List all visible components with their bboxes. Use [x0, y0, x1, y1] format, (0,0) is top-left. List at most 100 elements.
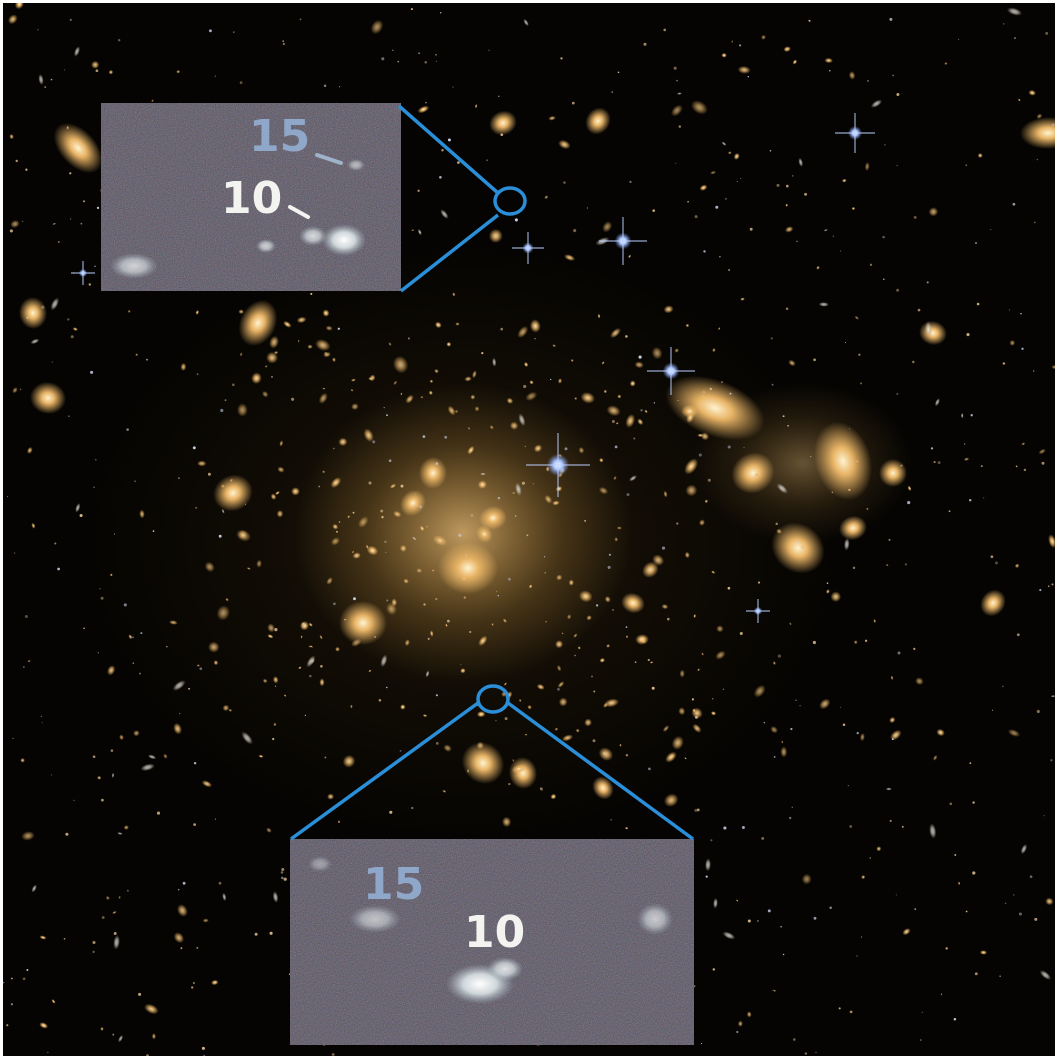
- galaxy: [476, 525, 493, 543]
- galaxy: [613, 476, 617, 481]
- galaxy: [428, 390, 433, 396]
- galaxy: [31, 884, 37, 893]
- galaxy: [419, 525, 425, 532]
- star: [331, 1053, 335, 1056]
- galaxy: [307, 344, 313, 349]
- star: [611, 91, 613, 93]
- star: [12, 737, 14, 740]
- galaxy: [625, 414, 636, 428]
- star: [392, 49, 394, 52]
- galaxy: [308, 622, 313, 627]
- galaxy: [848, 71, 856, 80]
- star: [389, 810, 393, 814]
- star: [563, 181, 566, 184]
- galaxy: [306, 655, 316, 668]
- galaxy: [322, 309, 330, 317]
- inset-top-label-15: 15: [249, 111, 311, 162]
- star: [812, 640, 816, 645]
- galaxy: [112, 910, 117, 915]
- star: [869, 263, 873, 266]
- galaxy: [529, 380, 534, 385]
- star: [352, 511, 355, 514]
- star: [201, 1046, 205, 1050]
- galaxy: [300, 635, 303, 639]
- galaxy: [119, 734, 124, 741]
- galaxy: [841, 178, 847, 183]
- galaxy: [479, 505, 507, 531]
- star: [856, 731, 859, 735]
- star: [414, 493, 416, 495]
- star: [727, 445, 731, 449]
- star: [913, 215, 917, 219]
- galaxy: [474, 103, 478, 109]
- star: [965, 164, 967, 166]
- star: [97, 652, 99, 654]
- galaxy: [246, 567, 251, 570]
- galaxy: [460, 668, 466, 674]
- star: [968, 498, 972, 502]
- galaxy: [139, 509, 145, 519]
- galaxy: [18, 297, 48, 329]
- galaxy: [117, 832, 123, 835]
- galaxy: [691, 707, 703, 719]
- star: [722, 688, 725, 690]
- galaxy: [663, 490, 668, 498]
- galaxy: [140, 763, 155, 772]
- star: [232, 383, 235, 387]
- star: [397, 60, 400, 63]
- galaxy: [550, 793, 557, 800]
- galaxy: [276, 510, 284, 518]
- star: [83, 627, 85, 630]
- star: [691, 698, 694, 701]
- galaxy: [721, 52, 727, 58]
- galaxy: [315, 339, 331, 351]
- galaxy: [400, 489, 426, 517]
- galaxy: [251, 372, 262, 384]
- star: [10, 1003, 13, 1006]
- star: [676, 522, 679, 525]
- galaxy: [470, 394, 476, 400]
- galaxy: [415, 503, 419, 507]
- star: [611, 420, 615, 423]
- star: [422, 435, 426, 438]
- galaxy: [568, 579, 574, 586]
- star: [177, 888, 180, 891]
- galaxy: [393, 380, 398, 386]
- galaxy: [455, 322, 460, 326]
- galaxy: [704, 858, 712, 872]
- galaxy: [740, 297, 745, 301]
- galaxy: [746, 1011, 752, 1018]
- galaxy: [523, 18, 529, 27]
- galaxy: [491, 623, 494, 626]
- galaxy: [151, 1033, 156, 1040]
- star: [274, 685, 277, 687]
- star: [280, 871, 284, 874]
- star: [384, 540, 387, 544]
- star: [667, 617, 670, 621]
- star: [694, 715, 698, 719]
- star: [687, 200, 689, 203]
- galaxy: [476, 711, 486, 718]
- galaxy: [684, 551, 690, 559]
- star: [378, 699, 382, 702]
- galaxy: [561, 734, 574, 742]
- galaxy: [173, 932, 185, 944]
- star: [789, 816, 792, 820]
- galaxy: [776, 528, 782, 534]
- star: [92, 755, 96, 759]
- galaxy: [467, 426, 471, 430]
- star: [711, 698, 714, 700]
- galaxy: [661, 604, 669, 610]
- galaxy: [267, 623, 275, 633]
- star: [648, 767, 651, 771]
- galaxy: [256, 559, 262, 568]
- galaxy: [524, 733, 528, 736]
- galaxy: [889, 716, 896, 724]
- star: [332, 447, 335, 450]
- star: [852, 566, 856, 570]
- galaxy: [411, 229, 415, 232]
- galaxy: [221, 508, 225, 514]
- star: [113, 932, 117, 935]
- galaxy: [196, 664, 200, 667]
- star: [736, 1030, 739, 1034]
